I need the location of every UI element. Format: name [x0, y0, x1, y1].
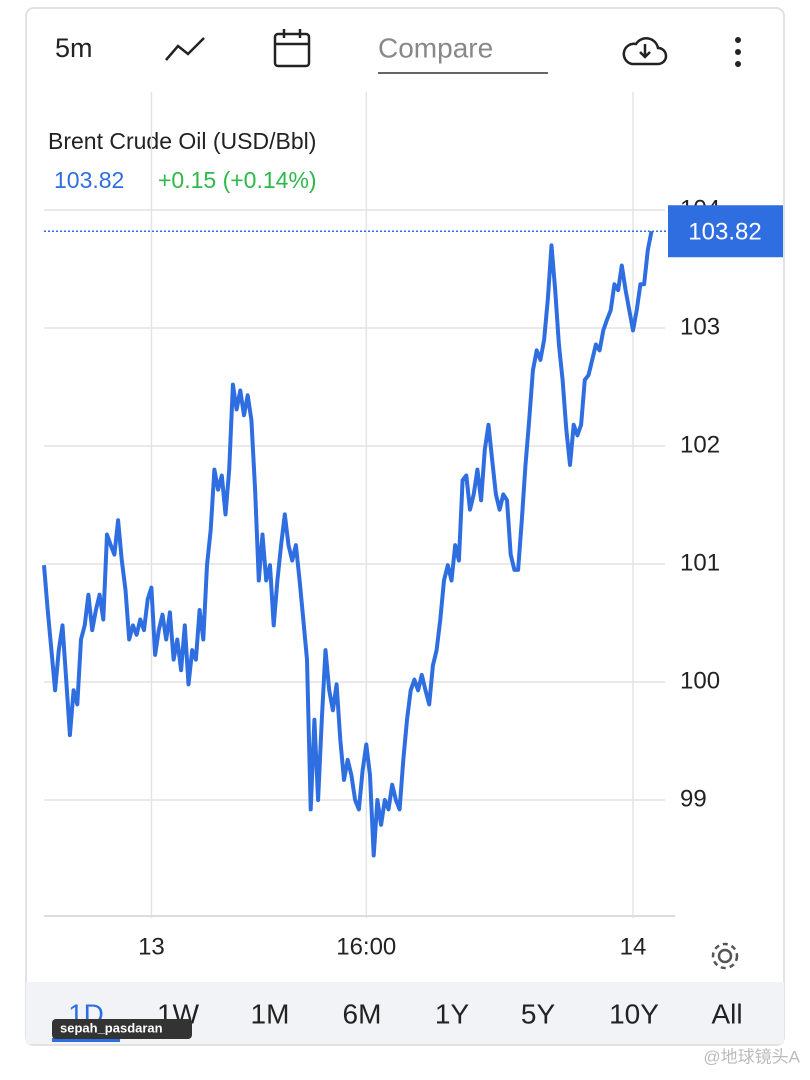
last-price-label: 103.82 — [688, 219, 761, 246]
calendar-icon[interactable] — [273, 29, 311, 68]
range-button[interactable]: 1Y — [435, 998, 470, 1029]
download-icon[interactable] — [622, 37, 668, 66]
y-tick-label: 100 — [680, 667, 720, 694]
chart-title: Brent Crude Oil (USD/Bbl) — [48, 128, 316, 154]
range-button[interactable]: 10Y — [609, 998, 659, 1029]
y-tick-label: 102 — [680, 431, 720, 458]
x-tick-label: 14 — [620, 933, 647, 960]
x-tick-label: 13 — [138, 933, 165, 960]
interval[interactable]: 5m — [55, 33, 93, 63]
range-button[interactable]: 5Y — [521, 998, 556, 1029]
range-button[interactable]: 6M — [343, 998, 382, 1029]
change: +0.15 (+0.14%) — [158, 167, 317, 193]
range-button[interactable]: 1M — [251, 998, 290, 1029]
y-tick-label: 99 — [680, 785, 707, 812]
range-selected-underline — [52, 1038, 120, 1042]
y-tick-label: 103 — [680, 313, 720, 340]
x-tick-label: 16:00 — [336, 933, 396, 960]
price-line — [42, 230, 654, 858]
y-tick-label: 101 — [680, 549, 720, 576]
range-button[interactable]: All — [711, 998, 742, 1029]
watermark: sepah_pasdaran — [60, 1020, 163, 1035]
watermark-bg — [52, 1019, 192, 1039]
compare-input[interactable]: Compare — [378, 32, 493, 63]
card — [25, 7, 785, 1046]
last-price-box — [668, 205, 783, 258]
settings-icon[interactable] — [711, 942, 739, 970]
menu-icon[interactable] — [735, 37, 741, 67]
chart-type-icon[interactable] — [165, 37, 205, 61]
last-value: 103.82 — [54, 167, 124, 193]
watermark: @地球镜头A — [703, 1047, 800, 1066]
